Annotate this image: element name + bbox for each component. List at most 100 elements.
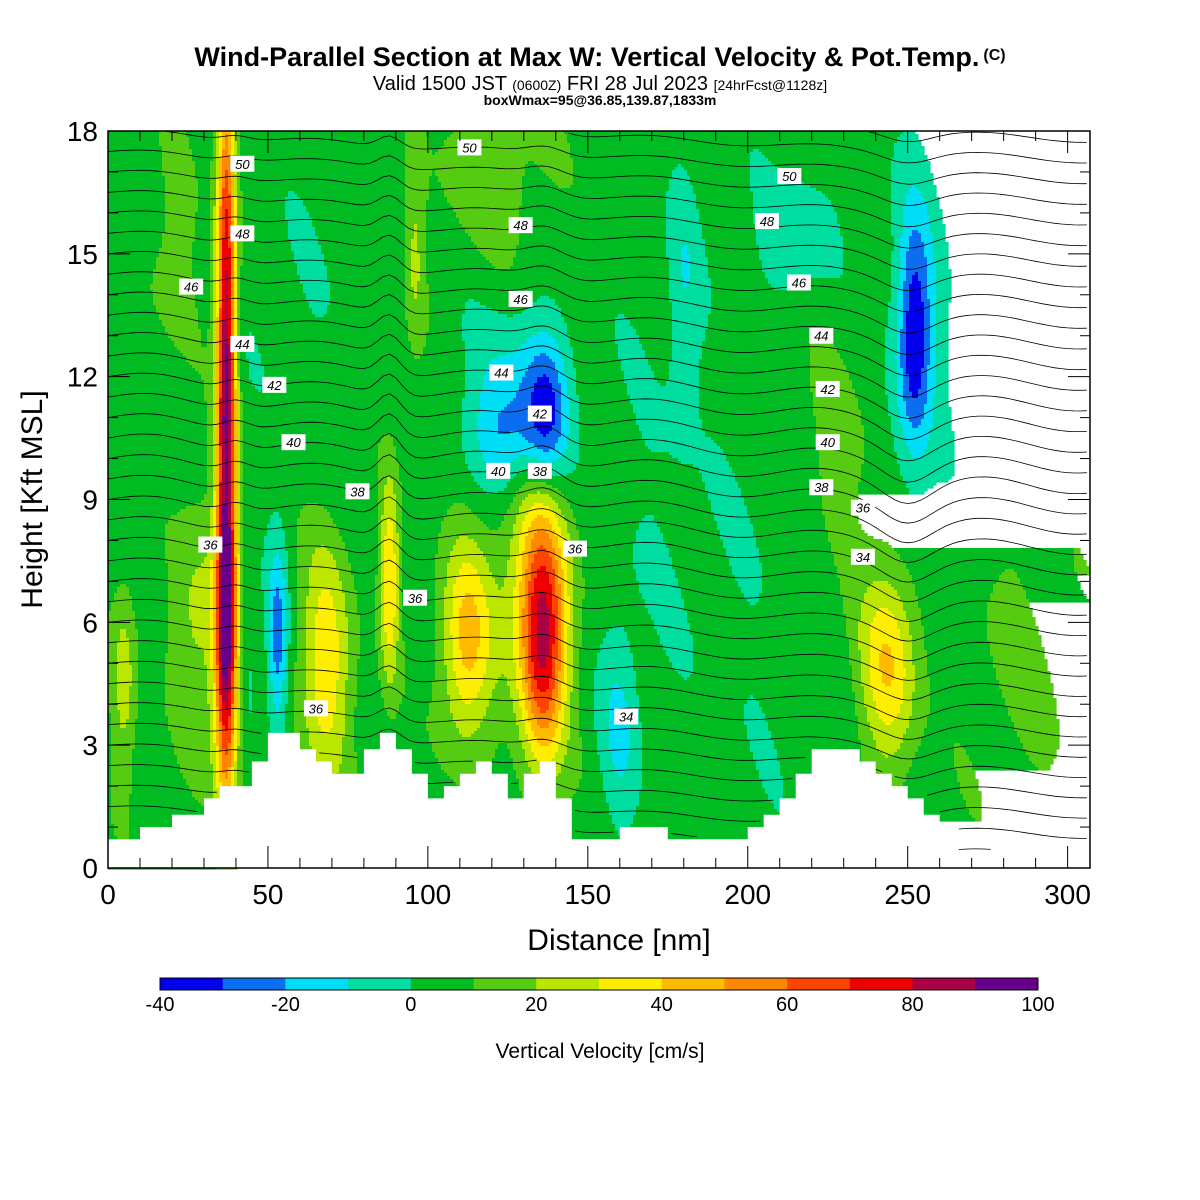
velocity-cell <box>219 575 223 579</box>
velocity-cell <box>927 281 937 285</box>
velocity-cell <box>108 524 166 528</box>
velocity-cell <box>216 599 220 603</box>
velocity-cell <box>405 224 415 228</box>
velocity-cell <box>1002 572 1018 576</box>
velocity-cell <box>222 356 226 360</box>
velocity-cell <box>222 587 232 591</box>
velocity-cell <box>228 401 232 405</box>
velocity-cell <box>234 179 238 183</box>
velocity-cell <box>567 500 712 504</box>
velocity-cell <box>615 317 628 321</box>
velocity-cell <box>531 548 538 552</box>
velocity-cell <box>669 188 694 192</box>
velocity-cell <box>507 404 532 408</box>
velocity-cell <box>819 473 862 477</box>
velocity-cell <box>411 266 421 270</box>
velocity-cell <box>252 335 409 339</box>
velocity-cell <box>666 200 697 204</box>
velocity-cell <box>894 434 904 438</box>
velocity-cell <box>561 533 571 537</box>
velocity-cell <box>666 203 697 207</box>
velocity-cell <box>930 335 937 339</box>
velocity-cell <box>192 578 211 582</box>
velocity-cell <box>396 590 400 594</box>
velocity-cell <box>381 542 385 546</box>
velocity-cell <box>108 191 166 195</box>
velocity-cell <box>234 248 238 252</box>
velocity-cell <box>393 521 397 525</box>
velocity-cell <box>840 590 868 594</box>
velocity-cell <box>411 278 421 282</box>
velocity-cell <box>240 470 244 474</box>
velocity-cell <box>222 590 232 594</box>
velocity-cell <box>228 422 232 426</box>
velocity-cell <box>936 317 949 321</box>
velocity-cell <box>237 389 241 393</box>
velocity-cell <box>492 308 526 312</box>
velocity-cell <box>711 503 745 507</box>
velocity-cell <box>897 365 901 369</box>
velocity-cell <box>207 491 214 495</box>
velocity-cell <box>213 326 217 330</box>
velocity-cell <box>222 164 232 168</box>
velocity-cell <box>387 518 391 522</box>
velocity-cell <box>357 596 376 600</box>
velocity-cell <box>570 413 580 417</box>
velocity-cell <box>210 209 214 213</box>
velocity-cell <box>816 425 865 429</box>
velocity-cell <box>429 140 445 144</box>
velocity-cell <box>234 449 238 453</box>
velocity-cell <box>384 554 397 558</box>
velocity-cell <box>210 563 214 567</box>
velocity-cell <box>222 470 226 474</box>
velocity-cell <box>231 263 235 267</box>
velocity-cell <box>282 575 289 579</box>
velocity-cell <box>534 422 556 426</box>
velocity-cell <box>936 323 949 327</box>
velocity-cell <box>309 575 340 579</box>
velocity-cell <box>237 497 241 501</box>
velocity-cell <box>405 215 427 219</box>
velocity-cell <box>225 443 229 447</box>
velocity-cell <box>219 305 223 309</box>
velocity-cell <box>570 404 580 408</box>
velocity-cell <box>411 248 418 252</box>
velocity-cell <box>477 428 499 432</box>
velocity-cell <box>525 515 538 519</box>
velocity-cell <box>525 539 532 543</box>
velocity-cell <box>894 356 901 360</box>
velocity-cell <box>153 290 196 294</box>
velocity-cell <box>495 578 505 582</box>
velocity-cell <box>225 296 229 300</box>
velocity-cell <box>636 536 664 540</box>
velocity-cell <box>243 392 466 396</box>
velocity-cell <box>705 485 739 489</box>
velocity-cell <box>696 194 754 198</box>
velocity-cell <box>927 278 937 282</box>
velocity-cell <box>315 233 406 237</box>
velocity-cell <box>240 155 406 159</box>
velocity-cell <box>198 206 211 210</box>
velocity-cell <box>222 437 226 441</box>
velocity-cell <box>723 449 820 453</box>
velocity-cell <box>669 260 682 264</box>
velocity-cell <box>219 455 223 459</box>
velocity-cell <box>1020 581 1081 585</box>
velocity-cell <box>210 257 214 261</box>
velocity-cell <box>906 266 928 270</box>
velocity-cell <box>417 248 427 252</box>
velocity-cell <box>210 572 214 576</box>
velocity-cell <box>900 266 907 270</box>
velocity-cell <box>864 449 895 453</box>
velocity-cell <box>912 575 1000 579</box>
velocity-cell <box>930 428 952 432</box>
velocity-cell <box>735 476 823 480</box>
velocity-cell <box>711 290 892 294</box>
velocity-cell <box>891 221 904 225</box>
velocity-cell <box>585 581 640 585</box>
velocity-cell <box>396 494 403 498</box>
velocity-cell <box>225 455 229 459</box>
velocity-cell <box>213 314 217 318</box>
velocity-cell <box>216 407 220 411</box>
velocity-cell <box>444 587 454 591</box>
